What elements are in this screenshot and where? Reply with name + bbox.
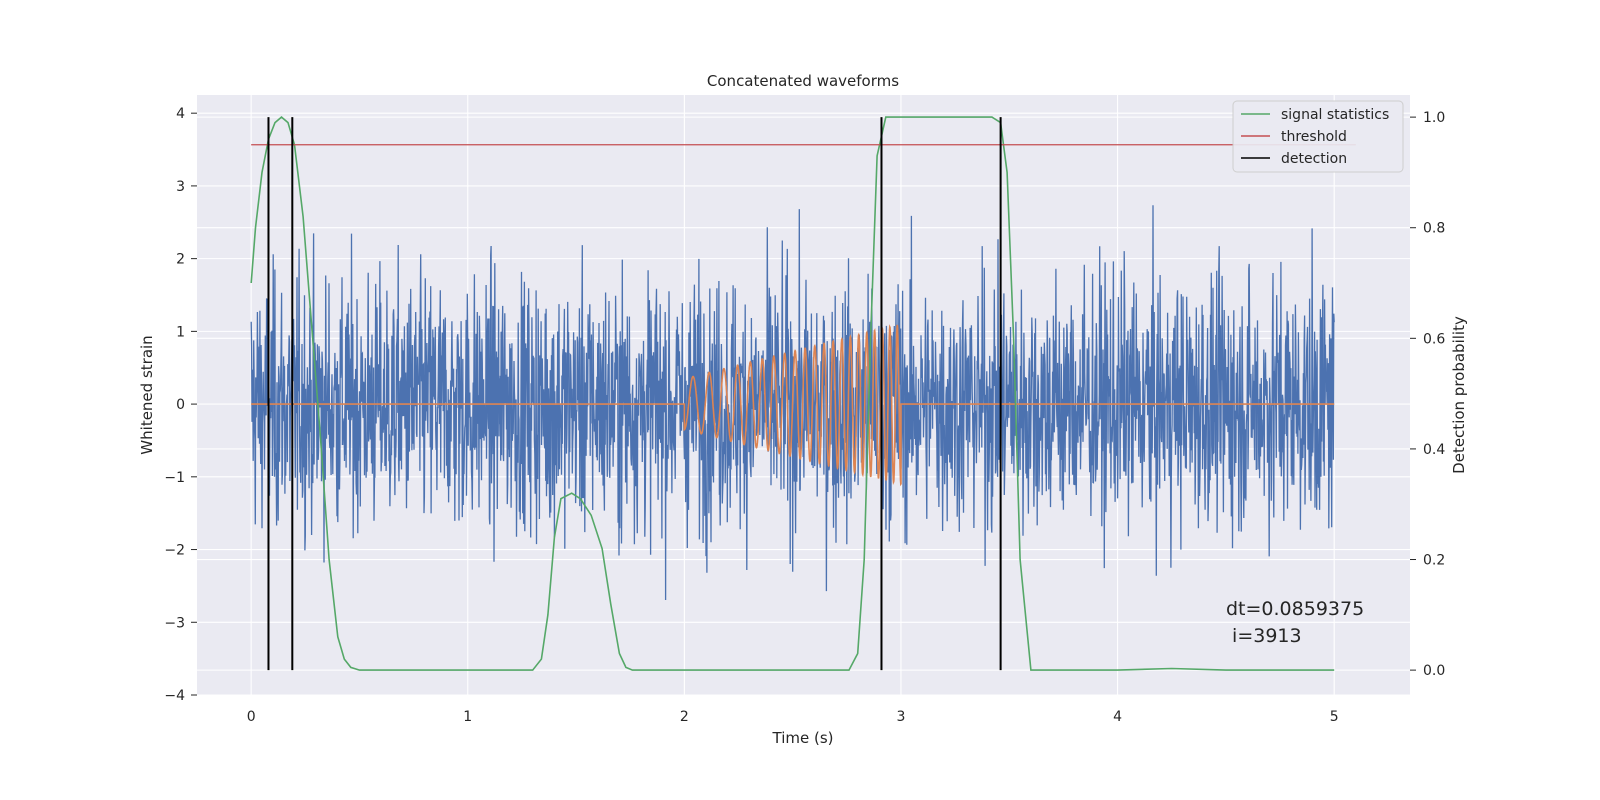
y-tick-label: 2: [176, 252, 185, 268]
legend: signal statistics threshold detection: [1232, 100, 1404, 173]
legend-box: [1232, 100, 1404, 173]
injection-series-line: [251, 324, 1335, 487]
x-tick-label: 5: [1330, 709, 1339, 725]
y2-tick-label: 0.2: [1423, 553, 1445, 569]
y-tick-label: 1: [176, 324, 185, 340]
x-tick-label: 2: [680, 709, 689, 725]
detection-lines: [267, 117, 1002, 671]
x-tick-label: 4: [1113, 709, 1122, 725]
annotation-i: i=3913: [1226, 625, 1302, 647]
y-tick-label: −3: [164, 615, 185, 631]
annotation-dt: dt=0.0859375: [1226, 598, 1364, 620]
y-tick-label: 3: [176, 179, 185, 195]
x-tick-label: 0: [247, 709, 256, 725]
legend-label-signal-statistics: signal statistics: [1281, 107, 1389, 123]
legend-label-detection: detection: [1281, 151, 1347, 167]
y-tick-label: −4: [164, 688, 185, 704]
legend-label-threshold: threshold: [1281, 129, 1347, 145]
y-axis-label: Whitened strain: [138, 335, 156, 454]
x-tick-labels: 0 1 2 3 4 5: [247, 709, 1339, 725]
x-axis-label: Time (s): [772, 729, 834, 747]
y2-tick-label: 0.8: [1423, 221, 1445, 237]
y-tick-label: 0: [176, 397, 185, 413]
noise-series-line: [250, 205, 1335, 601]
y-tick-label: −2: [164, 543, 185, 559]
signal-statistics-line: [250, 116, 1335, 671]
y2-tick-labels: 1.0 0.8 0.6 0.4 0.2 0.0: [1410, 110, 1445, 679]
y-tick-labels: 4 3 2 1 0 −1 −2 −3 −4: [164, 106, 197, 704]
y-tick-label: 4: [176, 106, 185, 122]
x-tick-label: 1: [463, 709, 472, 725]
y2-tick-label: 0.6: [1423, 331, 1445, 347]
y2-axis-label: Detection probability: [1450, 316, 1468, 474]
plot-contents: [250, 116, 1356, 671]
y-tick-label: −1: [164, 470, 185, 486]
chart-title: Concatenated waveforms: [707, 72, 899, 90]
y2-tick-label: 0.4: [1423, 442, 1445, 458]
y2-tick-label: 1.0: [1423, 110, 1445, 126]
y2-tick-label: 0.0: [1423, 663, 1445, 679]
x-tick-label: 3: [897, 709, 906, 725]
